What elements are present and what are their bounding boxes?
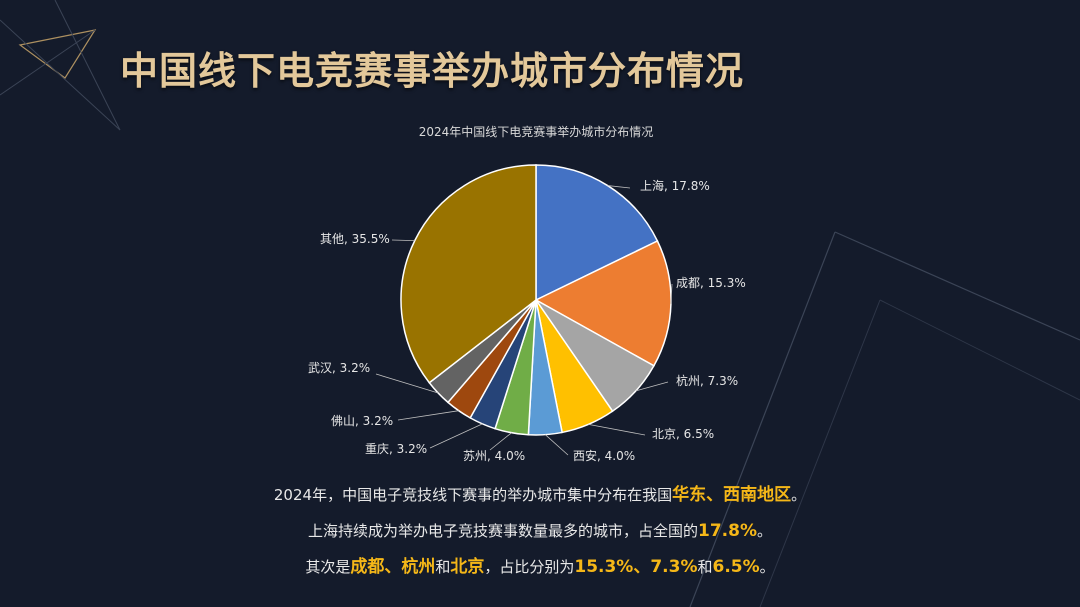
pie-label-北京: 北京, 6.5%	[652, 427, 714, 441]
leader-line-北京	[588, 424, 646, 436]
pie-label-重庆: 重庆, 3.2%	[365, 442, 427, 456]
leader-line-佛山	[397, 410, 459, 421]
page-title: 中国线下电竞赛事举办城市分布情况	[120, 49, 745, 93]
summary-line-1: 2024年，中国电子竞技线下赛事的举办城市集中分布在我国华东、西南地区。	[0, 480, 1080, 516]
summary-text-segment: ，占比分别为	[484, 558, 575, 576]
pie-label-成都: 成都, 15.3%	[676, 276, 746, 290]
leader-line-成都	[670, 283, 673, 304]
leader-line-武汉	[375, 373, 439, 394]
pie-label-西安: 西安, 4.0%	[573, 448, 635, 463]
leader-line-苏州	[489, 432, 512, 451]
summary-text-segment: 上海持续成为举办电子竞技赛事数量最多的城市，占全国的	[307, 522, 698, 540]
summary-text-segment: 2024年，中国电子竞技线下赛事的举办城市集中分布在我国	[273, 486, 673, 504]
leader-line-其他	[391, 239, 415, 242]
pie-slice-成都	[534, 239, 672, 367]
summary-text-segment: 。	[759, 558, 775, 576]
leader-line-西安	[545, 434, 569, 456]
pie-label-苏州: 苏州, 4.0%	[463, 449, 525, 463]
summary-highlight: 15.3%、7.3%	[574, 557, 698, 577]
summary-text: 2024年，中国电子竞技线下赛事的举办城市集中分布在我国华东、西南地区。 上海持…	[0, 480, 1080, 588]
chart-title: 2024年中国线下电竞赛事举办城市分布情况	[419, 124, 654, 139]
summary-text-segment: 。	[756, 522, 772, 540]
summary-highlight: 17.8%	[698, 521, 757, 541]
summary-line-2: 上海持续成为举办电子竞技赛事数量最多的城市，占全国的17.8%。	[0, 516, 1080, 552]
leader-line-重庆	[429, 423, 483, 449]
leader-line-杭州	[635, 381, 669, 392]
summary-highlight: 成都、杭州	[350, 557, 436, 577]
summary-highlight: 华东、西南地区	[672, 485, 792, 505]
pie-label-武汉: 武汉, 3.2%	[308, 361, 370, 375]
pie-label-佛山: 佛山, 3.2%	[331, 414, 393, 428]
summary-highlight: 6.5%	[712, 557, 760, 577]
pie-slice-其他	[400, 164, 537, 384]
summary-text-segment: 和	[435, 558, 451, 576]
leader-line-上海	[607, 185, 631, 189]
pie-label-上海: 上海, 17.8%	[640, 178, 710, 193]
summary-text-segment: 其次是	[305, 558, 351, 576]
pie-label-杭州: 杭州, 7.3%	[676, 373, 738, 388]
summary-highlight: 北京	[450, 557, 485, 577]
summary-line-3: 其次是成都、杭州和北京，占比分别为15.3%、7.3%和6.5%。	[0, 552, 1080, 588]
summary-text-segment: 。	[791, 486, 807, 504]
pie-label-其他: 其他, 35.5%	[320, 232, 390, 246]
summary-text-segment: 和	[697, 558, 713, 576]
